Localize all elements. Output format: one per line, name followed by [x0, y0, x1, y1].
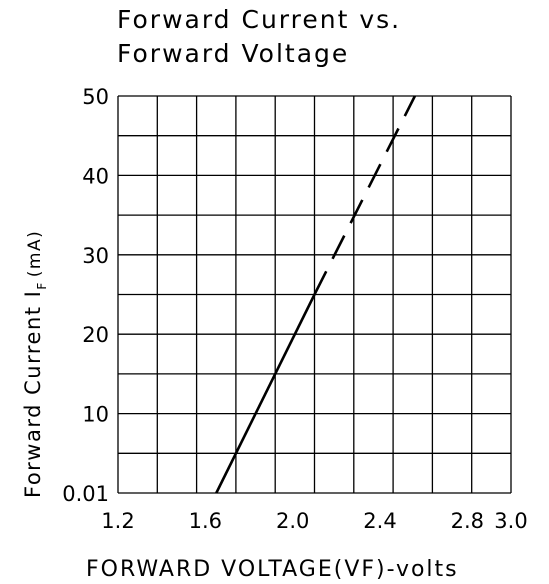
y-axis-label-subscript: F	[35, 281, 49, 289]
x-tick-label: 2.0	[276, 509, 309, 533]
x-axis-ticks: 1.2 1.6 2.0 2.4 2.8 3.0	[101, 509, 527, 533]
y-tick-label: 0.01	[62, 482, 109, 506]
y-tick-label: 40	[82, 164, 109, 188]
x-tick-label: 1.2	[101, 509, 134, 533]
y-axis-label: Forward Current IF (mA)	[21, 230, 49, 498]
chart-title-line-2: Forward Voltage	[117, 39, 349, 68]
plot-series	[215, 95, 417, 494]
svg-text:Forward Current IF(mA): Forward Current IF (mA)	[21, 230, 49, 498]
x-axis-label: FORWARD VOLTAGE(VF)-volts	[86, 557, 459, 582]
x-tick-label: 2.8	[451, 509, 484, 533]
y-tick-label: 50	[82, 85, 109, 109]
series-line-solid	[215, 293, 316, 494]
y-tick-label: 20	[82, 323, 109, 347]
series-line-dashed	[313, 95, 417, 296]
y-tick-label: 10	[82, 403, 109, 427]
x-tick-label: 3.0	[494, 509, 527, 533]
y-axis-label-main: Forward Current I	[21, 290, 45, 498]
y-axis-label-unit: (mA)	[25, 230, 45, 277]
x-tick-label: 2.4	[363, 509, 396, 533]
chart-title-line-1: Forward Current vs.	[117, 5, 401, 34]
y-axis-ticks: 0.01 10 20 30 40 50	[62, 85, 109, 506]
y-tick-label: 30	[82, 244, 109, 268]
plot-grid	[117, 95, 512, 494]
x-tick-label: 1.6	[189, 509, 222, 533]
